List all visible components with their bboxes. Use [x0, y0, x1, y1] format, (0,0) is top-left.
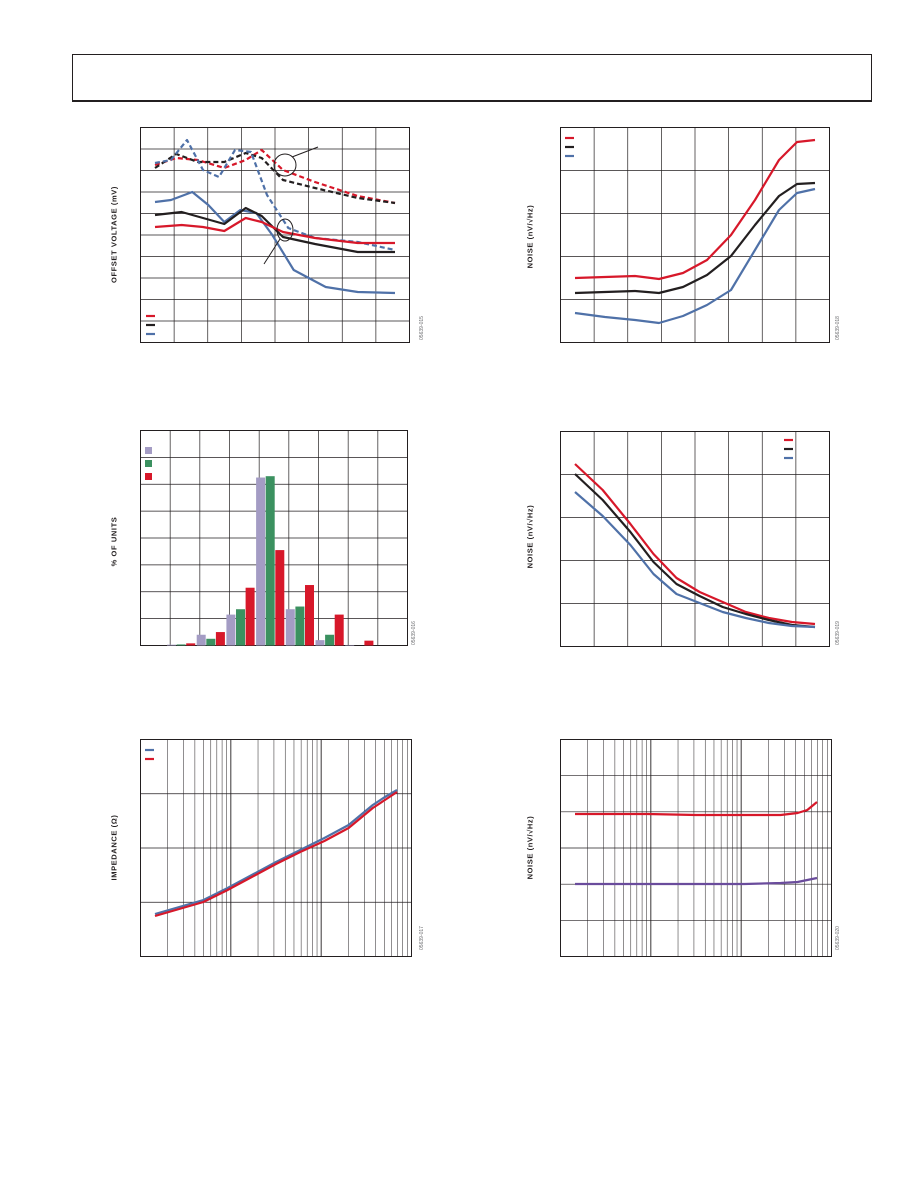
annotation-leader-upper: [291, 146, 319, 158]
histogram-bar-20: [364, 640, 374, 646]
fig2-id: 05639-018: [835, 316, 841, 340]
fig6-id: 05639-020: [835, 926, 841, 950]
histogram-bar-2: [186, 643, 196, 646]
histogram-bar-4: [206, 638, 216, 646]
noise3-series-0: [575, 801, 818, 817]
annotation-circle-lower: [276, 218, 294, 242]
noise2-series-2: [574, 491, 816, 629]
histogram-bar-18: [345, 644, 355, 646]
offset-series-3: [154, 190, 396, 295]
fig5-id: 05639-017: [419, 926, 425, 950]
impedance-series-0: [154, 789, 398, 916]
chart-impedance: [140, 739, 412, 957]
chart-noise-2: [560, 431, 830, 647]
fig1-ylabel: OFFSET VOLTAGE (mV): [109, 186, 119, 283]
offset-series-2: [154, 138, 396, 252]
fig4-ylabel: NOISE (nV/√Hz): [525, 504, 535, 569]
histogram-legend-swatch-0: [145, 447, 152, 454]
chart-noise-3: [560, 739, 832, 957]
histogram-bar-7: [236, 609, 245, 646]
histogram-bar-13: [295, 606, 305, 646]
fig4-id: 05639-019: [835, 621, 841, 645]
chart-histogram: [140, 430, 408, 646]
histogram-bar-17: [334, 614, 344, 646]
histogram-bar-10: [265, 476, 275, 646]
offset-series-0: [154, 148, 396, 205]
noise1-series-2: [574, 187, 816, 325]
histogram-bar-11: [275, 550, 285, 646]
histogram-bar-9: [256, 477, 266, 646]
fig3-ylabel: % OF UNITS: [109, 516, 119, 567]
histogram-bar-12: [285, 609, 295, 646]
histogram-legend-swatch-2: [145, 473, 152, 480]
noise3-series-1: [575, 876, 818, 886]
histogram-bar-1: [176, 644, 186, 646]
noise1-series-0: [574, 138, 816, 281]
histogram-bar-15: [315, 640, 325, 646]
fig6-ylabel: NOISE (nV/√Hz): [525, 815, 535, 880]
histogram-legend-swatch-1: [145, 460, 152, 467]
page-header-box: [72, 54, 872, 102]
offset-series-4: [154, 206, 395, 254]
histogram-bar-6: [226, 614, 236, 646]
histogram-bar-0: [167, 644, 176, 646]
fig5-ylabel: IMPEDANCE (Ω): [109, 814, 119, 881]
fig3-id: 05639-016: [411, 621, 417, 645]
annotation-circle-upper: [273, 153, 297, 177]
histogram-bar-5: [215, 632, 225, 646]
histogram-bar-3: [196, 634, 206, 646]
noise2-series-0: [574, 463, 816, 626]
impedance-series-1: [154, 791, 398, 918]
noise2-series-1: [574, 473, 816, 629]
fig2-ylabel: NOISE (nV/√Hz): [525, 204, 535, 269]
annotation-leader-lower: [263, 238, 281, 265]
histogram-bar-16: [325, 634, 335, 646]
offset-series-1: [154, 151, 396, 205]
offset-series-5: [154, 216, 395, 245]
noise1-series-1: [574, 181, 816, 295]
histogram-bar-14: [305, 585, 314, 646]
chart-noise-1: [560, 127, 830, 343]
chart-offset-voltage: [140, 127, 410, 343]
histogram-bar-8: [245, 587, 255, 646]
fig1-id: 05639-015: [419, 316, 425, 340]
